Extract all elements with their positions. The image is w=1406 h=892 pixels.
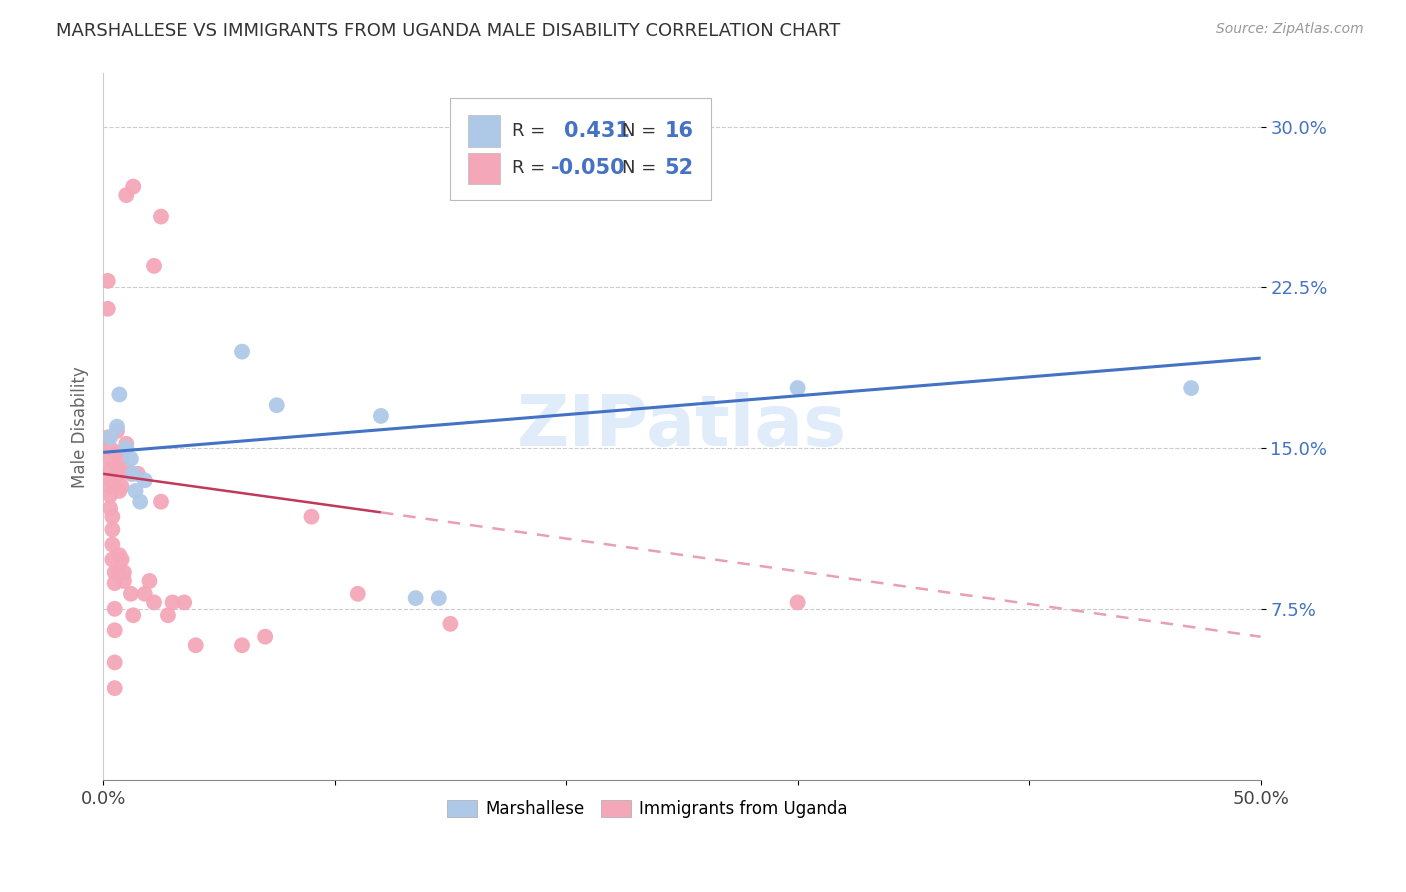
Point — [427, 591, 450, 606]
Point — [98, 488, 121, 502]
Point — [98, 441, 121, 455]
Text: ZIPatlas: ZIPatlas — [517, 392, 846, 461]
Point — [129, 494, 152, 508]
Text: R =: R = — [512, 122, 546, 140]
Point — [122, 467, 145, 481]
FancyBboxPatch shape — [468, 115, 501, 147]
Point — [162, 595, 184, 609]
Point — [98, 480, 121, 494]
Legend: Marshallese, Immigrants from Uganda: Marshallese, Immigrants from Uganda — [440, 794, 855, 825]
Y-axis label: Male Disability: Male Disability — [72, 366, 89, 488]
Text: Source: ZipAtlas.com: Source: ZipAtlas.com — [1216, 22, 1364, 37]
Point — [143, 259, 166, 273]
Point — [301, 509, 323, 524]
Point — [98, 501, 121, 516]
Point — [105, 445, 128, 459]
Text: MARSHALLESE VS IMMIGRANTS FROM UGANDA MALE DISABILITY CORRELATION CHART: MARSHALLESE VS IMMIGRANTS FROM UGANDA MA… — [56, 22, 841, 40]
Point — [108, 548, 131, 562]
Point — [150, 210, 173, 224]
Point — [439, 616, 461, 631]
Point — [112, 566, 135, 580]
Point — [108, 483, 131, 498]
Point — [254, 630, 277, 644]
Point — [266, 398, 288, 412]
Text: -0.050: -0.050 — [551, 159, 626, 178]
Point — [104, 602, 127, 616]
FancyBboxPatch shape — [468, 153, 501, 185]
Point — [98, 462, 121, 476]
Point — [97, 430, 120, 444]
Point — [104, 681, 127, 695]
Text: N =: N = — [621, 122, 657, 140]
Point — [98, 430, 121, 444]
Point — [346, 587, 368, 601]
Point — [108, 467, 131, 481]
Point — [101, 509, 124, 524]
FancyBboxPatch shape — [450, 98, 711, 201]
Point — [97, 301, 120, 316]
Point — [786, 595, 808, 609]
Point — [101, 537, 124, 551]
Point — [104, 576, 127, 591]
Point — [127, 467, 149, 481]
Point — [104, 624, 127, 638]
Text: 52: 52 — [665, 159, 693, 178]
Point — [104, 566, 127, 580]
Point — [1180, 381, 1202, 395]
Point — [108, 566, 131, 580]
Text: 0.431: 0.431 — [564, 121, 630, 141]
Point — [98, 451, 121, 466]
Point — [231, 638, 253, 652]
Point — [115, 441, 138, 455]
Point — [104, 656, 127, 670]
Text: N =: N = — [621, 160, 657, 178]
Point — [111, 451, 134, 466]
Point — [156, 608, 179, 623]
Point — [134, 587, 156, 601]
Point — [138, 574, 160, 588]
Point — [115, 462, 138, 476]
Point — [122, 608, 145, 623]
Point — [105, 419, 128, 434]
Point — [184, 638, 207, 652]
Point — [173, 595, 195, 609]
Point — [101, 552, 124, 566]
Point — [105, 458, 128, 473]
Text: R =: R = — [512, 160, 546, 178]
Point — [124, 483, 146, 498]
Point — [111, 552, 134, 566]
Point — [122, 179, 145, 194]
Point — [134, 473, 156, 487]
Text: 16: 16 — [665, 121, 693, 141]
Point — [97, 274, 120, 288]
Point — [98, 473, 121, 487]
Point — [105, 424, 128, 438]
Point — [108, 387, 131, 401]
Point — [111, 480, 134, 494]
Point — [120, 451, 142, 466]
Point — [786, 381, 808, 395]
Point — [150, 494, 173, 508]
Point — [120, 587, 142, 601]
Point — [115, 188, 138, 202]
Point — [112, 574, 135, 588]
Point — [405, 591, 427, 606]
Point — [120, 467, 142, 481]
Point — [370, 409, 392, 423]
Point — [143, 595, 166, 609]
Point — [115, 437, 138, 451]
Point — [231, 344, 253, 359]
Point — [101, 523, 124, 537]
